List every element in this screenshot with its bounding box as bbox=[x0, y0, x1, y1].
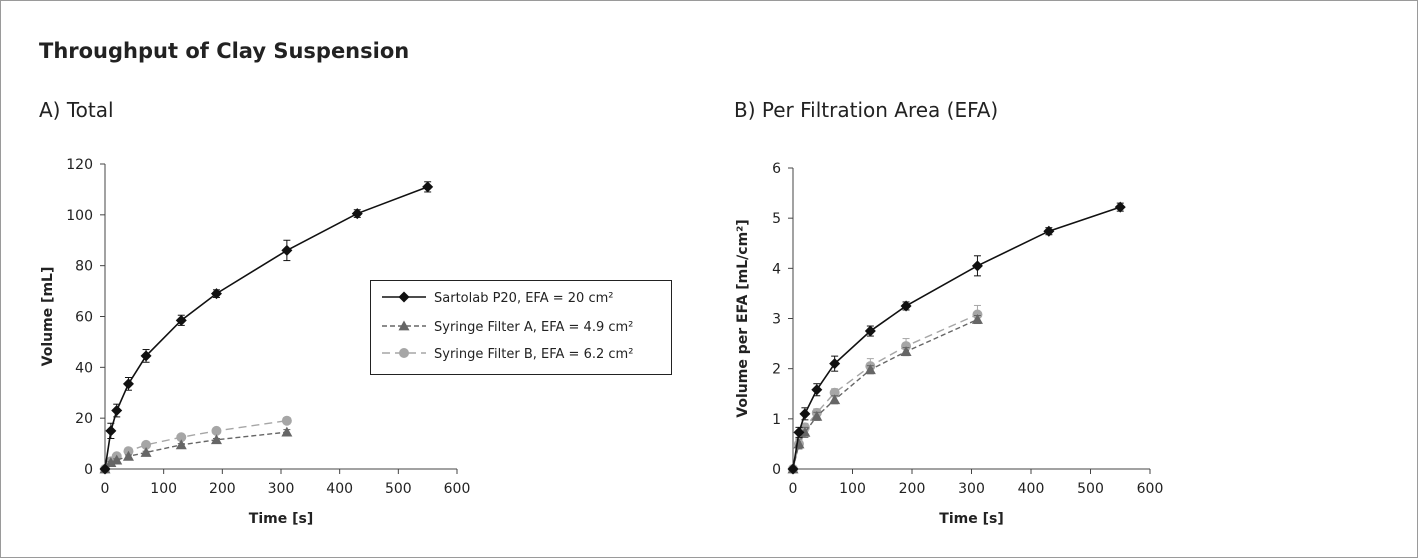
y-tick-label: 80 bbox=[75, 259, 93, 275]
x-tick-label: 200 bbox=[209, 481, 236, 497]
y-tick-label: 1 bbox=[772, 412, 781, 428]
data-point-0 bbox=[787, 463, 799, 475]
data-point-0 bbox=[971, 260, 983, 272]
data-point-0 bbox=[811, 384, 823, 396]
y-axis-label: Volume per EFA [mL/cm²] bbox=[735, 219, 751, 417]
legend-label: Sartolab P20, EFA = 20 cm² bbox=[434, 291, 613, 306]
x-tick-label: 0 bbox=[101, 481, 110, 497]
data-point-0 bbox=[281, 244, 293, 256]
data-point-0 bbox=[900, 300, 912, 312]
legend-marker-1 bbox=[398, 320, 410, 331]
data-point-1 bbox=[811, 410, 823, 421]
x-tick-label: 300 bbox=[958, 481, 985, 497]
x-tick-label: 400 bbox=[1018, 481, 1045, 497]
data-point-0 bbox=[799, 408, 811, 420]
y-tick-label: 20 bbox=[75, 411, 93, 427]
data-point-0 bbox=[864, 325, 876, 337]
series-line-1 bbox=[792, 318, 978, 470]
y-tick-label: 0 bbox=[772, 462, 781, 478]
data-point-1 bbox=[971, 314, 983, 324]
legend-marker-0 bbox=[398, 291, 410, 303]
y-tick-label: 2 bbox=[772, 362, 781, 378]
panel-b-title: B) Per Filtration Area (EFA) bbox=[734, 98, 999, 122]
chart-volume-per-efa: 0 100 200 300 400 500 600 0 1 2 3 4 5 6 Time [s] Volume… bbox=[735, 161, 1163, 527]
legend-marker-2 bbox=[399, 348, 409, 358]
y-tick-label: 6 bbox=[772, 161, 781, 177]
legend-box bbox=[370, 280, 672, 375]
series-line-2 bbox=[792, 313, 978, 470]
data-point-1 bbox=[140, 446, 152, 457]
data-point-1 bbox=[864, 364, 876, 375]
series-line-2 bbox=[104, 420, 287, 470]
x-tick-label: 600 bbox=[1137, 481, 1164, 497]
data-point-0 bbox=[175, 314, 187, 326]
x-axis-label: Time [s] bbox=[249, 511, 313, 527]
data-point-0 bbox=[105, 425, 117, 437]
data-point-2 bbox=[901, 341, 912, 352]
y-tick-label: 60 bbox=[75, 310, 93, 326]
data-point-0 bbox=[1043, 225, 1055, 237]
legend-label: Syringe Filter B, EFA = 6.2 cm² bbox=[434, 347, 633, 362]
data-point-0 bbox=[1114, 201, 1126, 213]
data-point-0 bbox=[422, 181, 434, 193]
data-point-2 bbox=[829, 387, 840, 398]
data-point-1 bbox=[122, 450, 134, 461]
data-point-1 bbox=[111, 454, 123, 465]
legend-label: Syringe Filter A, EFA = 4.9 cm² bbox=[434, 320, 633, 335]
chart-total-volume: 0 100 200 300 400 500 600 0 20 40 60 80 100 120 Time [… bbox=[40, 157, 470, 527]
data-point-0 bbox=[351, 208, 363, 220]
data-point-0 bbox=[793, 426, 805, 438]
data-point-0 bbox=[99, 463, 111, 475]
data-point-0 bbox=[140, 350, 152, 362]
y-tick-label: 5 bbox=[772, 211, 781, 227]
data-point-2 bbox=[176, 432, 187, 443]
x-tick-label: 100 bbox=[839, 481, 866, 497]
x-tick-label: 100 bbox=[150, 481, 177, 497]
x-tick-label: 500 bbox=[385, 481, 412, 497]
data-point-2 bbox=[281, 415, 292, 426]
data-point-1 bbox=[900, 346, 912, 357]
data-point-2 bbox=[211, 425, 222, 436]
x-tick-label: 500 bbox=[1077, 481, 1104, 497]
x-axis-label: Time [s] bbox=[939, 511, 1003, 527]
data-point-0 bbox=[829, 358, 841, 370]
data-point-0 bbox=[210, 288, 222, 300]
x-tick-label: 600 bbox=[444, 481, 471, 497]
y-tick-label: 120 bbox=[66, 157, 93, 173]
x-tick-label: 300 bbox=[268, 481, 295, 497]
data-point-1 bbox=[175, 439, 187, 450]
panel-a-title: A) Total bbox=[39, 98, 114, 122]
y-tick-label: 40 bbox=[75, 360, 93, 376]
figure-title: Throughput of Clay Suspension bbox=[39, 39, 410, 63]
y-axis-label: Volume [mL] bbox=[40, 267, 56, 367]
x-tick-label: 400 bbox=[326, 481, 353, 497]
series-line-0 bbox=[104, 186, 428, 470]
y-tick-label: 100 bbox=[66, 208, 93, 224]
chart-legend: Sartolab P20, EFA = 20 cm² Syringe Filter… bbox=[370, 280, 672, 375]
x-tick-label: 0 bbox=[789, 481, 798, 497]
y-tick-label: 3 bbox=[772, 312, 781, 328]
x-tick-label: 200 bbox=[899, 481, 926, 497]
data-point-0 bbox=[122, 378, 134, 390]
series-line-0 bbox=[792, 206, 1121, 470]
data-point-1 bbox=[281, 426, 293, 437]
data-point-1 bbox=[829, 394, 841, 405]
data-point-1 bbox=[105, 457, 117, 468]
data-point-1 bbox=[210, 434, 222, 445]
y-tick-label: 0 bbox=[84, 462, 93, 478]
data-point-2 bbox=[141, 439, 152, 450]
data-point-0 bbox=[111, 405, 123, 417]
y-tick-label: 4 bbox=[772, 261, 781, 277]
